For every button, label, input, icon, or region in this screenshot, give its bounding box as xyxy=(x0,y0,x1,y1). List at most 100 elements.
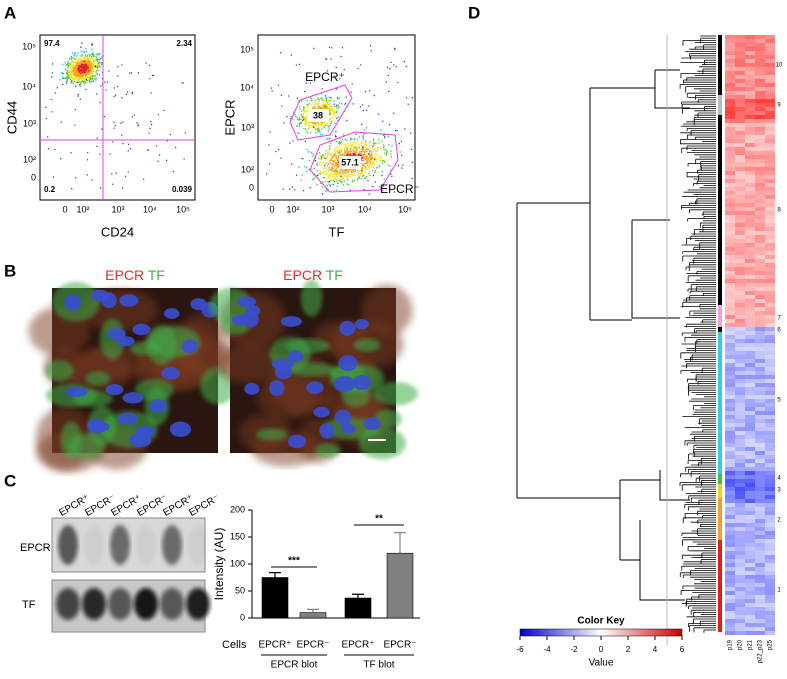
heatmap-cell xyxy=(745,463,755,467)
heatmap-cell xyxy=(745,375,755,379)
event-dot xyxy=(312,155,313,156)
event-dot xyxy=(75,78,76,79)
cluster-label: 7 xyxy=(777,316,781,322)
event-dot xyxy=(332,114,333,115)
heatmap-cell xyxy=(725,83,735,87)
heatmap-cell xyxy=(755,143,765,147)
event-dot xyxy=(89,55,90,56)
heatmap-cell xyxy=(765,435,775,439)
heatmap-cell xyxy=(735,259,745,263)
event-dot xyxy=(347,172,348,173)
heatmap-cell xyxy=(755,615,765,619)
heatmap-cell xyxy=(735,619,745,623)
heatmap-cell xyxy=(735,127,745,131)
event-dot xyxy=(350,138,351,139)
heatmap-cell xyxy=(765,219,775,223)
event-dot xyxy=(384,152,385,153)
category-label: EPCR⁺ xyxy=(258,640,291,651)
event-dot xyxy=(275,151,276,152)
event-dot xyxy=(109,153,110,154)
heatmap-cell xyxy=(755,111,765,115)
event-dot xyxy=(80,82,81,83)
event-dot xyxy=(158,114,159,115)
heatmap-cell xyxy=(755,427,765,431)
event-dot xyxy=(346,139,347,140)
heatmap-cell xyxy=(765,527,775,531)
event-dot xyxy=(350,92,351,93)
event-dot xyxy=(91,81,92,82)
heatmap-cell xyxy=(755,463,765,467)
event-dot xyxy=(358,144,359,145)
event-dot xyxy=(354,151,355,152)
event-dot xyxy=(321,128,322,129)
heatmap-cell xyxy=(725,283,735,287)
heatmap-cell xyxy=(735,395,745,399)
heatmap-cell xyxy=(745,471,755,475)
event-dot xyxy=(383,160,384,161)
heatmap-cell xyxy=(755,311,765,315)
heatmap-cell xyxy=(755,115,765,119)
event-dot xyxy=(331,47,332,48)
event-dot xyxy=(339,146,340,147)
event-dot xyxy=(85,67,86,68)
heatmap-cell xyxy=(745,239,755,243)
event-dot xyxy=(367,168,368,169)
event-dot xyxy=(372,162,373,163)
event-dot xyxy=(367,158,368,159)
nucleus xyxy=(149,399,167,413)
event-dot xyxy=(292,186,293,187)
event-dot xyxy=(127,91,128,92)
x-tick-label: 10² xyxy=(286,204,299,214)
event-dot xyxy=(364,158,365,159)
event-dot xyxy=(62,72,63,73)
heatmap-cell xyxy=(755,347,765,351)
event-dot xyxy=(329,114,330,115)
heatmap-cell xyxy=(745,427,755,431)
heatmap-cell xyxy=(745,395,755,399)
event-dot xyxy=(336,150,337,151)
event-dot xyxy=(313,153,314,154)
heatmap-cell xyxy=(745,167,755,171)
event-dot xyxy=(97,61,98,62)
event-dot xyxy=(324,174,325,175)
heatmap-cell xyxy=(745,631,755,635)
heatmap-cell xyxy=(725,403,735,407)
event-dot xyxy=(329,105,330,106)
heatmap-cell xyxy=(765,371,775,375)
event-dot xyxy=(393,64,394,65)
heatmap-cell xyxy=(765,223,775,227)
heatmap-cell xyxy=(735,51,745,55)
event-dot xyxy=(335,165,336,166)
event-dot xyxy=(85,73,86,74)
event-dot xyxy=(375,151,376,152)
heatmap-cell xyxy=(725,347,735,351)
heatmap-cell xyxy=(735,187,745,191)
event-dot xyxy=(352,181,353,182)
event-dot xyxy=(151,92,152,93)
event-dot xyxy=(335,174,336,175)
event-dot xyxy=(117,86,118,87)
heatmap-cell xyxy=(735,359,745,363)
event-dot xyxy=(328,176,329,177)
event-dot xyxy=(71,56,72,57)
event-dot xyxy=(308,151,309,152)
event-dot xyxy=(322,186,323,187)
event-dot xyxy=(334,169,335,170)
event-dot xyxy=(134,115,135,116)
significance-label: ** xyxy=(375,514,383,525)
event-dot xyxy=(340,176,341,177)
event-dot xyxy=(336,167,337,168)
heatmap-cell xyxy=(735,163,745,167)
blot-band xyxy=(82,588,106,620)
event-dot xyxy=(401,155,402,156)
event-dot xyxy=(374,143,375,144)
event-dot xyxy=(320,134,321,135)
event-dot xyxy=(85,48,86,49)
heatmap-cell xyxy=(745,519,755,523)
event-dot xyxy=(307,104,308,105)
event-dot xyxy=(308,106,309,107)
event-dot xyxy=(97,65,98,66)
event-dot xyxy=(354,180,355,181)
event-dot xyxy=(98,63,99,64)
event-dot xyxy=(374,159,375,160)
